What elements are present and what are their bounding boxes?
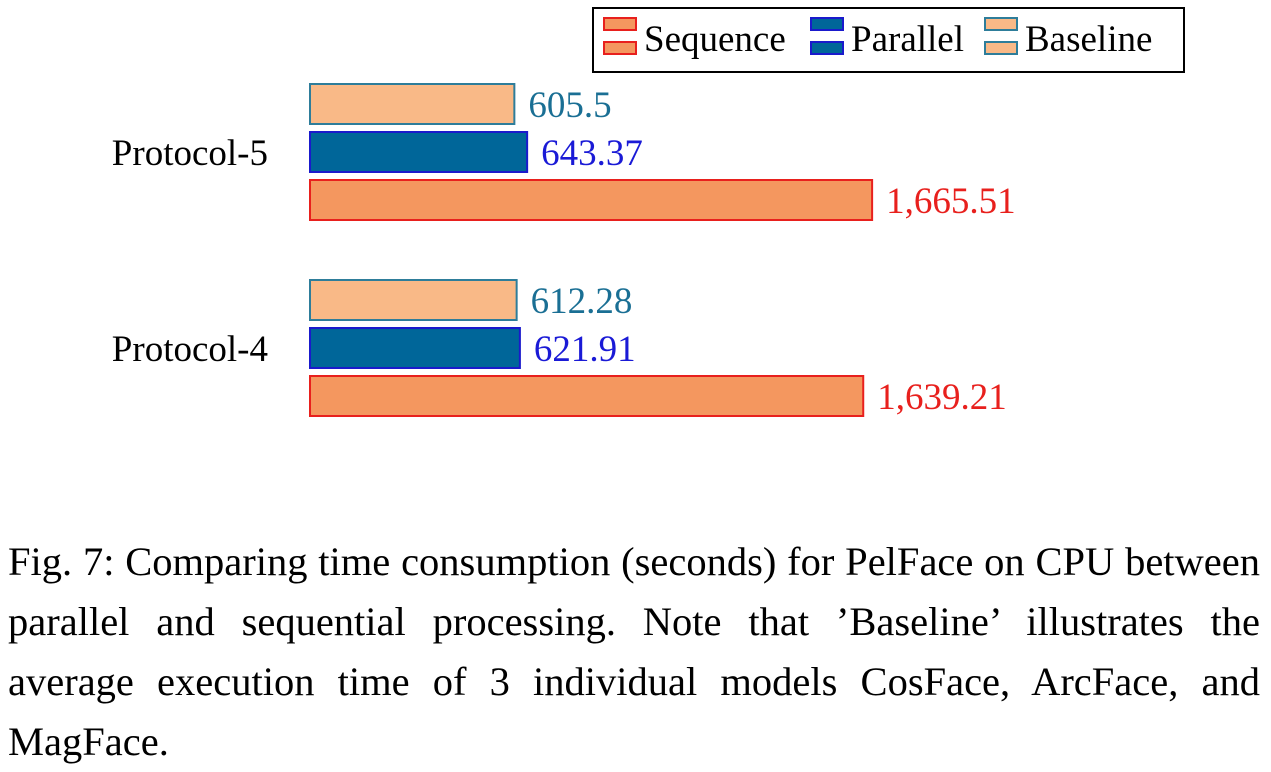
- legend-swatch-baseline-bottom: [984, 41, 1018, 55]
- bar-sequence-protocol-4: [309, 375, 865, 417]
- bar-baseline-protocol-4: [309, 279, 518, 321]
- category-label-protocol-5: Protocol-5: [112, 133, 268, 174]
- bars: [309, 83, 874, 417]
- category-labels: Protocol-5 Protocol-4: [112, 133, 268, 370]
- figure-caption: Fig. 7: Comparing time consumption (seco…: [8, 539, 1260, 764]
- legend-label-parallel: Parallel: [851, 19, 964, 60]
- legend-box: [592, 7, 1185, 73]
- data-label-parallel-protocol-4: 621.91: [534, 329, 636, 370]
- data-label-baseline-protocol-4: 612.28: [531, 281, 633, 322]
- data-label-sequence-protocol-5: 1,665.51: [886, 181, 1016, 222]
- category-label-protocol-4: Protocol-4: [112, 329, 268, 370]
- bar-parallel-protocol-5: [309, 131, 529, 173]
- data-label-sequence-protocol-4: 1,639.21: [877, 377, 1007, 418]
- bar-baseline-protocol-5: [309, 83, 516, 125]
- legend-swatch-sequence-bottom: [603, 41, 637, 55]
- legend-label-baseline: Baseline: [1025, 19, 1152, 60]
- data-label-baseline-protocol-5: 605.5: [528, 85, 611, 126]
- legend-swatch-parallel-top: [810, 17, 844, 31]
- bar-parallel-protocol-4: [309, 327, 521, 369]
- legend-swatch-baseline-top: [984, 17, 1018, 31]
- value-labels: 605.5 643.37 1,665.51 612.28 621.91 1,639.21: [528, 85, 1015, 418]
- bar-chart: Sequence Parallel Baseline Protocol-5Proto…: [112, 7, 1185, 418]
- data-label-parallel-protocol-5: 643.37: [541, 133, 643, 174]
- legend-swatch-sequence-top: [603, 17, 637, 31]
- legend: Sequence Parallel Baseline: [592, 7, 1185, 73]
- bar-sequence-protocol-5: [309, 179, 874, 221]
- legend-label-sequence: Sequence: [644, 19, 786, 60]
- legend-swatch-parallel-bottom: [810, 41, 844, 55]
